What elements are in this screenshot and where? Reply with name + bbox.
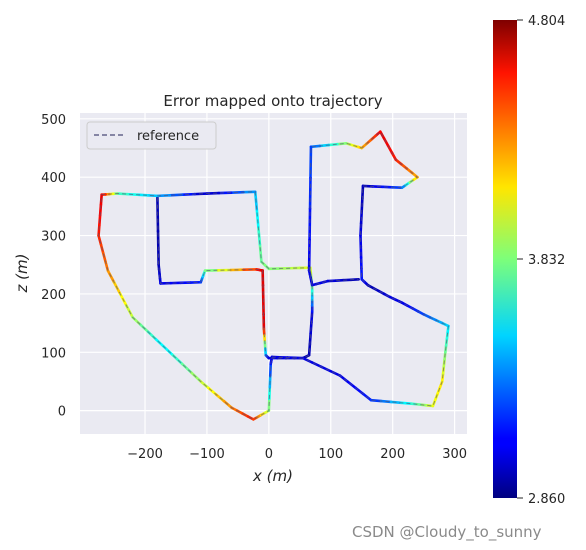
watermark: CSDN @Cloudy_to_sunny [352, 523, 542, 542]
y-tick-label: 200 [41, 288, 66, 303]
trajectory-segment [258, 243, 263, 264]
gridlines [80, 113, 467, 434]
reference-path [98, 130, 449, 420]
legend: reference [86, 121, 217, 150]
x-tick-label: 300 [442, 447, 467, 462]
x-tick-label: −200 [127, 447, 163, 462]
y-axis-label: z (m) [13, 254, 31, 294]
colorbar-tick-label: 2.860 [528, 492, 565, 507]
x-tick-label: 0 [265, 447, 273, 462]
chart-title: Error mapped onto trajectory [163, 92, 382, 110]
trajectory [97, 130, 450, 421]
y-ticks: 0 100 200 300 400 500 [41, 113, 66, 420]
colorbar-tick-label: 4.804 [528, 14, 565, 29]
y-tick-label: 100 [41, 346, 66, 361]
legend-box [86, 121, 217, 150]
y-tick-label: 400 [41, 171, 66, 186]
colorbar [493, 20, 517, 498]
plot-area [80, 113, 467, 434]
x-ticks: −200 −100 0 100 200 300 [127, 447, 467, 462]
colorbar-tick-label: 3.832 [528, 253, 565, 268]
y-tick-label: 0 [58, 405, 66, 420]
colorbar-ticks: 4.804 3.832 2.860 [517, 14, 565, 507]
x-tick-label: −100 [189, 447, 225, 462]
x-axis-label: x (m) [252, 467, 293, 485]
legend-entry-reference: reference [137, 129, 199, 144]
x-tick-label: 100 [318, 447, 343, 462]
x-tick-label: 200 [380, 447, 405, 462]
y-tick-label: 500 [41, 113, 66, 128]
y-tick-label: 300 [41, 230, 66, 245]
trajectory-segment [255, 208, 260, 229]
